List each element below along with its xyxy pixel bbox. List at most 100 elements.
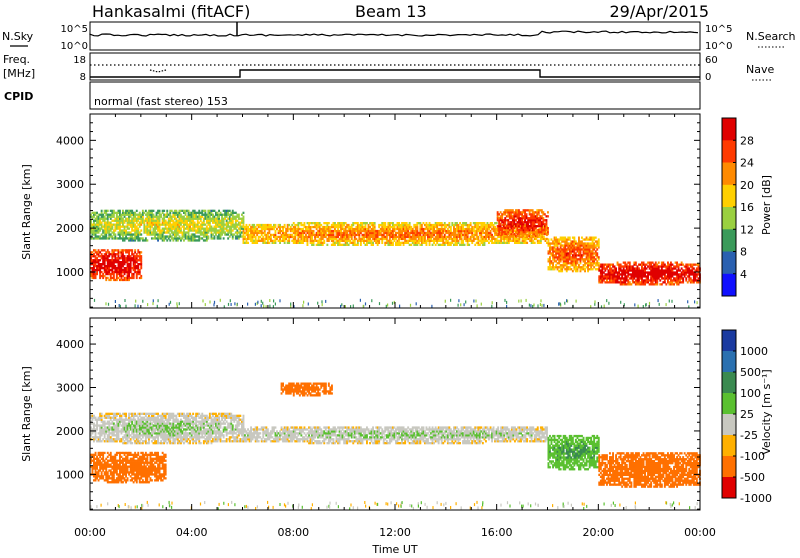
heatmap-cell: [688, 267, 690, 269]
heatmap-cell: [269, 305, 270, 308]
heatmap-cell: [561, 268, 563, 270]
heatmap-cell: [634, 303, 635, 306]
heatmap-cell: [243, 212, 245, 214]
heatmap-cell: [134, 224, 136, 226]
heatmap-cell: [537, 304, 538, 307]
heatmap-cell: [177, 239, 179, 241]
heatmap-cell: [232, 235, 234, 237]
heatmap-cell: [366, 244, 368, 246]
heatmap-cell: [334, 244, 336, 246]
heatmap-cell: [114, 233, 116, 235]
heatmap-cell: [526, 213, 528, 215]
heatmap-cell: [115, 300, 116, 303]
heatmap-cell: [130, 271, 132, 273]
heatmap-cell: [421, 244, 423, 246]
heatmap-cell: [450, 236, 452, 238]
heatmap-cell: [111, 257, 113, 259]
heatmap-cell: [273, 228, 275, 230]
heatmap-cell: [627, 275, 629, 277]
heatmap-cell: [410, 226, 412, 228]
heatmap-cell: [253, 234, 255, 236]
heatmap-cell: [447, 228, 449, 230]
heatmap-cell: [153, 218, 155, 220]
heatmap-cell: [113, 231, 115, 233]
nave-label: Nave: [746, 63, 774, 76]
heatmap-cell: [444, 228, 446, 230]
heatmap-cell: [142, 216, 144, 218]
heatmap-cell: [206, 239, 208, 241]
heatmap-cell: [183, 226, 185, 228]
heatmap-cell: [584, 264, 586, 266]
heatmap-cell: [214, 210, 216, 212]
heatmap-cell: [558, 303, 559, 306]
heatmap-cell: [93, 440, 95, 442]
heatmap-cell: [540, 303, 541, 306]
heatmap-cell: [541, 209, 543, 211]
heatmap-cell: [127, 226, 129, 228]
heatmap-cell: [107, 257, 109, 259]
heatmap-cell: [166, 239, 168, 241]
heatmap-cell: [368, 228, 370, 230]
heatmap-cell: [512, 209, 514, 211]
heatmap-cell: [471, 242, 473, 244]
beam-title: Beam 13: [355, 2, 427, 21]
heatmap-cell: [592, 264, 594, 266]
heatmap-cell: [575, 240, 577, 242]
heatmap-cell: [521, 299, 522, 302]
heatmap-cell: [484, 242, 486, 244]
heatmap-cell: [321, 300, 322, 303]
heatmap-cell: [151, 226, 153, 228]
heatmap-cell: [209, 216, 211, 218]
heatmap-cell: [529, 304, 530, 307]
heatmap-cell: [656, 283, 658, 285]
heatmap-cell: [515, 219, 517, 221]
heatmap-cell: [593, 242, 595, 244]
heatmap-cell: [426, 244, 428, 246]
heatmap-cell: [500, 223, 502, 225]
heatmap-cell: [122, 218, 124, 220]
heatmap-cell: [554, 258, 556, 260]
heatmap-cell: [135, 300, 136, 303]
heatmap-cell: [105, 233, 107, 235]
heatmap-cell: [122, 210, 124, 212]
heatmap-cell: [595, 258, 597, 260]
heatmap-cell: [652, 262, 654, 264]
heatmap-cell: [386, 305, 387, 308]
heatmap-cell: [638, 305, 639, 308]
heatmap-cell: [183, 239, 185, 241]
heatmap-cell: [672, 275, 674, 277]
heatmap-cell: [513, 227, 515, 229]
heatmap-cell: [114, 265, 116, 267]
heatmap-cell: [518, 300, 519, 303]
heatmap-cell: [453, 226, 455, 228]
heatmap-cell: [163, 239, 165, 241]
heatmap-cell: [548, 240, 550, 242]
heatmap-cell: [496, 222, 498, 224]
heatmap-cell: [203, 220, 205, 222]
heatmap-cell: [598, 262, 600, 264]
heatmap-cell: [96, 426, 98, 428]
heatmap-cell: [307, 242, 309, 244]
heatmap-cell: [480, 234, 482, 236]
heatmap-cell: [441, 234, 443, 236]
heatmap-cell: [294, 236, 296, 238]
heatmap-cell: [566, 264, 568, 266]
heatmap-cell: [215, 233, 217, 235]
heatmap-cell: [313, 230, 315, 232]
heatmap-cell: [163, 210, 165, 212]
heatmap-cell: [130, 231, 132, 233]
noise-right-tick-bottom: 10^0: [705, 41, 732, 52]
heatmap-cell: [675, 267, 677, 269]
heatmap-cell: [214, 235, 216, 237]
heatmap-cell: [194, 233, 196, 235]
heatmap-cell: [107, 249, 109, 251]
heatmap-cell: [264, 230, 266, 232]
heatmap-cell: [357, 244, 359, 246]
heatmap-cell: [98, 249, 100, 251]
heatmap-cell: [492, 301, 493, 304]
heatmap-cell: [101, 415, 103, 417]
heatmap-cell: [606, 267, 608, 269]
heatmap-cell: [403, 244, 405, 246]
heatmap-cell: [156, 231, 158, 233]
heatmap-cell: [140, 265, 142, 267]
